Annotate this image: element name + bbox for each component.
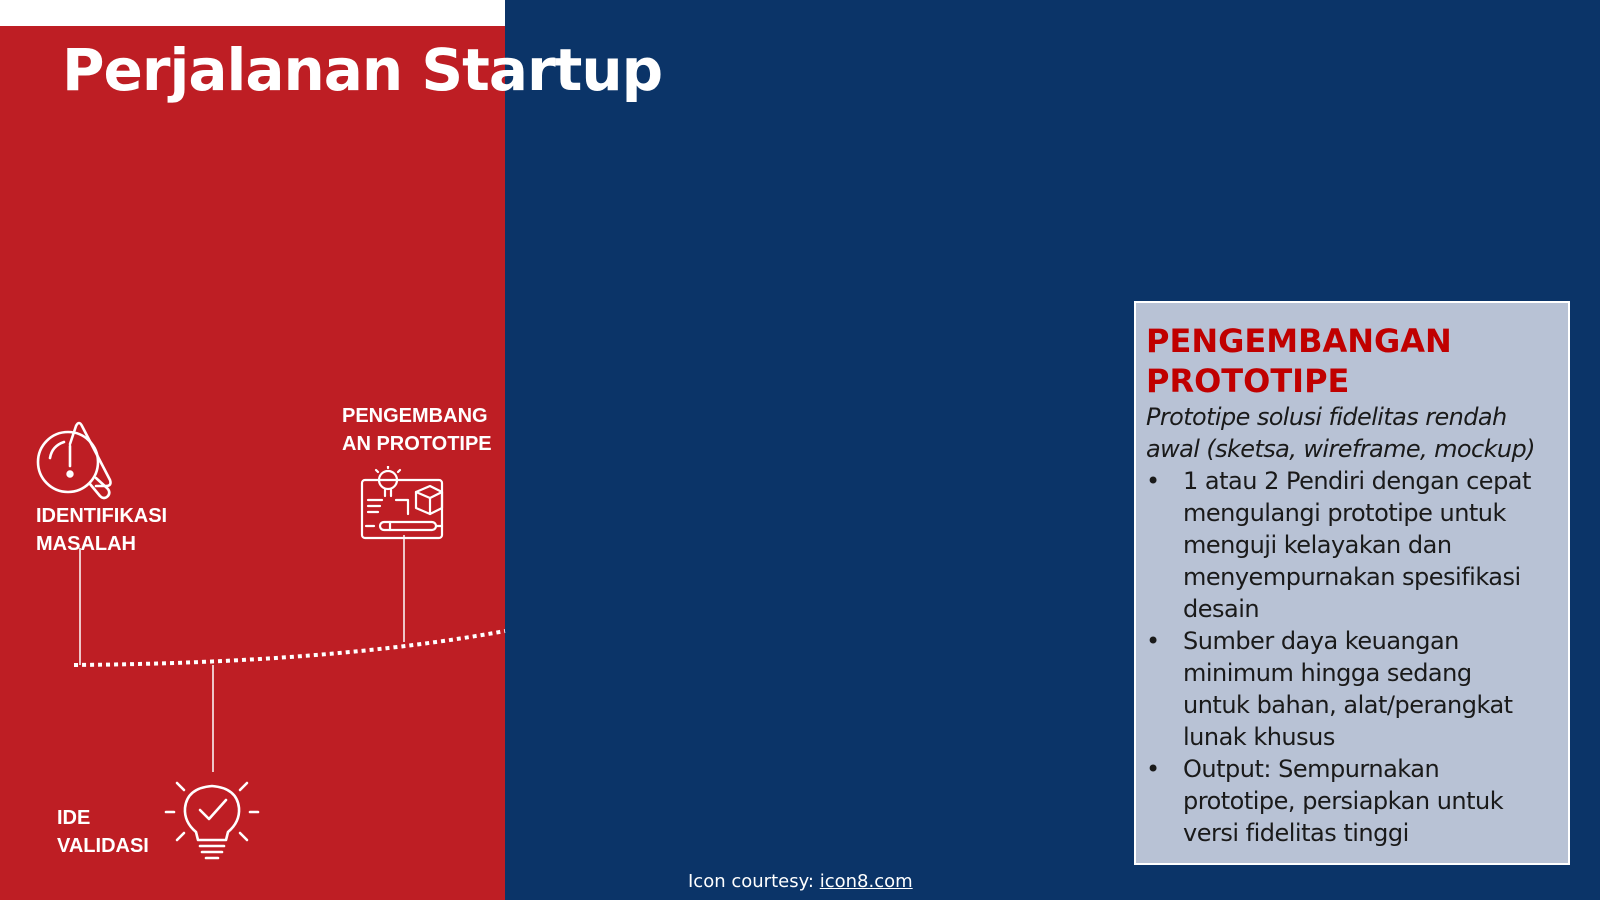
info-bullet-item: • Sumber daya keuangan minimum hingga se… (1146, 625, 1558, 753)
info-title-line: PENGEMBANGAN (1146, 322, 1452, 360)
prototype-blueprint-icon (360, 466, 444, 540)
info-subtitle-line: awal (sketsa, wireframe, mockup) (1146, 435, 1535, 463)
bullet-line: mengulangi prototipe untuk (1183, 499, 1506, 527)
bullet-line: desain (1183, 595, 1260, 623)
bullet-line: menyempurnakan spesifikasi (1183, 563, 1521, 591)
warning-magnifier-icon (36, 421, 112, 500)
bullet-marker: • (1146, 467, 1160, 495)
lightbulb-check-icon (164, 781, 260, 860)
red-panel (0, 26, 505, 900)
stage-label-line: IDE (57, 807, 91, 829)
bullet-line: prototipe, persiapkan untuk (1183, 787, 1504, 815)
stage-label-line: VALIDASI (57, 835, 149, 857)
bullet-line: menguji kelayakan dan (1183, 531, 1452, 559)
stage-label-line: IDENTIFIKASI (36, 505, 168, 527)
info-bullet-item: • Output: Sempurnakan prototipe, persiap… (1146, 753, 1558, 849)
credit-prefix: Icon courtesy: (688, 871, 820, 892)
slide-title: Perjalanan Startup (62, 36, 663, 104)
bullet-marker: • (1146, 755, 1160, 783)
bullet-line: untuk bahan, alat/perangkat (1183, 691, 1513, 719)
stage-label-line: PENGEMBANG (342, 405, 488, 427)
bullet-line: lunak khusus (1183, 723, 1335, 751)
stage-label-pengembangan: PENGEMBANG AN PROTOTIPE (342, 402, 492, 458)
bullet-line: versi fidelitas tinggi (1183, 819, 1409, 847)
info-subtitle-line: Prototipe solusi fidelitas rendah (1146, 403, 1507, 431)
info-title-line: PROTOTIPE (1146, 362, 1350, 400)
stage-label-ide: IDE VALIDASI (57, 804, 167, 860)
stage-label-identifikasi: IDENTIFIKASI MASALAH (36, 502, 186, 558)
bullet-line: Output: Sempurnakan (1183, 755, 1440, 783)
stage-label-line: AN PROTOTIPE (342, 433, 492, 455)
info-bullet-list: • 1 atau 2 Pendiri dengan cepat mengulan… (1146, 465, 1558, 849)
icon-credit: Icon courtesy: icon8.com (688, 871, 913, 892)
bullet-line: 1 atau 2 Pendiri dengan cepat (1183, 467, 1531, 495)
info-subtitle: Prototipe solusi fidelitas rendah awal (… (1146, 401, 1558, 465)
credit-link[interactable]: icon8.com (819, 871, 913, 892)
info-bullet-item: • 1 atau 2 Pendiri dengan cepat mengulan… (1146, 465, 1558, 625)
bullet-marker: • (1146, 627, 1160, 655)
stage-label-line: MASALAH (36, 533, 136, 555)
info-title: PENGEMBANGAN PROTOTIPE (1146, 321, 1558, 401)
timeline-dotted-path (73, 629, 506, 667)
top-strip (0, 0, 505, 26)
info-box: PENGEMBANGAN PROTOTIPE Prototipe solusi … (1134, 301, 1570, 865)
bullet-line: minimum hingga sedang (1183, 659, 1472, 687)
bullet-line: Sumber daya keuangan (1183, 627, 1459, 655)
